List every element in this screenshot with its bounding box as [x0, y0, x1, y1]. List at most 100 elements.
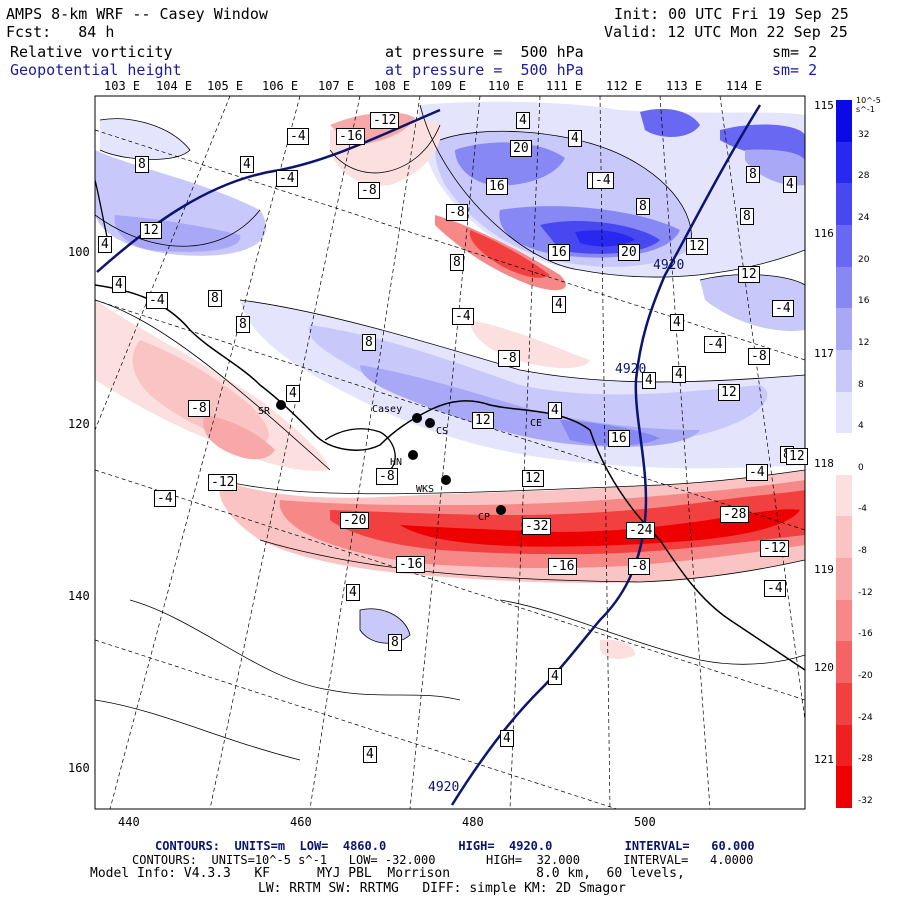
y-tick: 100: [68, 245, 90, 259]
field1-smoothing: sm= 2: [772, 43, 818, 61]
contour-label: -8: [188, 400, 210, 417]
contour-label: 4: [500, 730, 514, 747]
station-label: CS: [436, 426, 449, 437]
colorbar-tick: -24: [858, 712, 873, 723]
contour-label: -16: [336, 128, 366, 145]
coastline: [95, 284, 805, 671]
contour-label: 4920: [653, 258, 685, 273]
colorbar-tick: -4: [858, 504, 867, 515]
contour-label: -4: [154, 490, 176, 507]
contour-label: -8: [498, 350, 520, 367]
contour-label: -16: [548, 558, 578, 575]
contour-label: 8: [636, 198, 650, 215]
contour-label: 16: [486, 178, 508, 195]
lon-label: 111 E: [546, 79, 583, 93]
contour-label: 8: [236, 316, 250, 333]
station-marker-sr: [276, 400, 286, 410]
lon-label: 114 E: [726, 79, 763, 93]
x-tick: 500: [634, 815, 656, 829]
colorbar-tick: -16: [858, 629, 873, 640]
lon-label: 107 E: [318, 79, 355, 93]
plot-title: AMPS 8-km WRF -- Casey Window: [6, 5, 268, 23]
colorbar-tick: 28: [858, 171, 870, 182]
contour-label: 8: [362, 334, 376, 351]
valid-time: Valid: 12 UTC Mon 22 Sep 25: [604, 23, 848, 41]
contour-label: 4: [548, 668, 562, 685]
contour-label: 12: [686, 238, 708, 255]
contour-label: 4: [672, 366, 686, 383]
field2-smoothing: sm= 2: [772, 61, 818, 79]
colorbar-tick: 0: [858, 462, 864, 473]
colorbar-unit: 10^-5 s^-1: [856, 96, 881, 114]
colorbar-tick: 4: [858, 421, 864, 432]
vorticity-negative-area: [132, 340, 269, 445]
lon-label: 110 E: [488, 79, 525, 93]
contour-label: -8: [628, 558, 650, 575]
lat-lon-grid: [95, 96, 805, 809]
contour-label: 12: [786, 448, 808, 465]
lon-label: 113 E: [666, 79, 703, 93]
colorbar-swatch: [836, 599, 852, 642]
lon-label: 104 E: [156, 79, 193, 93]
x-tick: 460: [290, 815, 312, 829]
footer-height-contours: CONTOURS: UNITS=m LOW= 4860.0 HIGH= 4920…: [155, 839, 755, 853]
contour-label: 4: [112, 276, 126, 293]
colorbar-tick: 8: [858, 379, 864, 390]
colorbar-swatch: [836, 266, 852, 309]
colorbar-swatch: [836, 308, 852, 351]
contour-label: -4: [452, 308, 474, 325]
station-label: SR: [258, 406, 271, 417]
contour-label: -12: [760, 540, 790, 557]
colorbar-tick: -12: [858, 587, 873, 598]
contour-label: 12: [140, 222, 162, 239]
contour-label: 16: [548, 244, 570, 261]
contour-label: -4: [772, 300, 794, 317]
vorticity-positive-area: [100, 118, 190, 160]
lon-label: 106 E: [262, 79, 299, 93]
field1-name: Relative vorticity: [10, 43, 173, 61]
contour-label: -12: [208, 474, 238, 491]
contour-label: 4920: [615, 362, 647, 377]
contour-label: 4: [286, 385, 300, 402]
contour-label: 4: [783, 176, 797, 193]
contour-label: 4: [240, 156, 254, 173]
x-tick: 480: [462, 815, 484, 829]
footer-physics-info: LW: RRTM SW: RRTMG DIFF: simple KM: 2D S…: [258, 881, 626, 896]
contour-label: 12: [522, 470, 544, 487]
contour-label: -12: [370, 112, 400, 129]
station-marker-casey: [412, 413, 422, 423]
lon-label: 108 E: [374, 79, 411, 93]
footer-vorticity-contours: CONTOURS: UNITS=10^-5 s^-1 LOW= -32.000 …: [132, 853, 754, 867]
station-marker-hn: [408, 450, 418, 460]
lon-label: 103 E: [104, 79, 141, 93]
contour-label: 4: [552, 296, 566, 313]
contour-label: 4: [548, 402, 562, 419]
vorticity-negative-area: [203, 415, 275, 460]
colorbar-swatch: [836, 724, 852, 767]
contour-label: 4: [568, 130, 582, 147]
contour-label: -20: [340, 512, 370, 529]
field2-name: Geopotential height: [10, 61, 182, 79]
contour-label: -8: [748, 348, 770, 365]
contour-label: 8: [208, 290, 222, 307]
contour-label: 12: [738, 266, 760, 283]
contour-label: 4920: [428, 780, 460, 795]
colorbar-swatch: [836, 433, 852, 476]
contour-label: -32: [522, 518, 552, 535]
field1-level: at pressure = 500 hPa: [385, 43, 584, 61]
x-tick: 440: [118, 815, 140, 829]
colorbar-swatch: [836, 766, 852, 809]
colorbar-swatch: [836, 641, 852, 684]
y-tick: 140: [68, 589, 90, 603]
contour-label: 8: [135, 156, 149, 173]
station-marker-cs: [425, 418, 435, 428]
contour-label: -4: [146, 292, 168, 309]
vorticity-positive-area: [720, 124, 805, 160]
contour-label: 8: [450, 254, 464, 271]
contour-label: -24: [626, 522, 656, 539]
contour-label: 16: [608, 430, 630, 447]
contour-label: -16: [396, 556, 426, 573]
contour-label: -4: [704, 336, 726, 353]
colorbar-swatch: [836, 224, 852, 268]
